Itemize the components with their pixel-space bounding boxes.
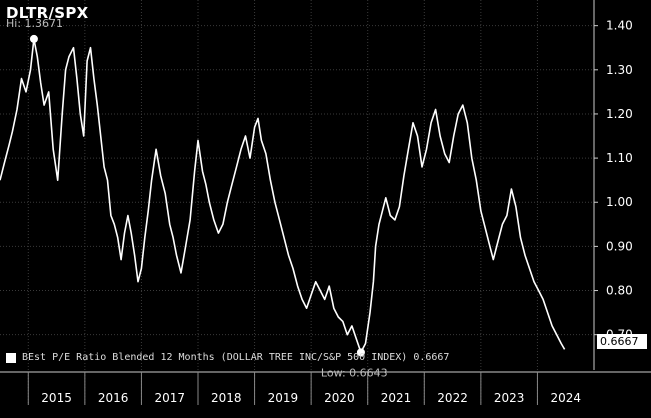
low-marker bbox=[356, 348, 365, 357]
hi-label: Hi: 1.3671 bbox=[6, 17, 63, 30]
x-tick-label: 2019 bbox=[268, 391, 299, 405]
y-tick-label: 0.80 bbox=[606, 284, 633, 298]
axis-layer: 1.401.301.201.101.000.900.800.7020152016… bbox=[0, 0, 651, 405]
y-tick-label: 1.00 bbox=[606, 195, 633, 209]
x-tick-label: 2020 bbox=[324, 391, 355, 405]
legend-label: BEst P/E Ratio Blended 12 Months (DOLLAR… bbox=[22, 352, 450, 363]
x-tick-label: 2023 bbox=[494, 391, 525, 405]
legend-swatch bbox=[6, 352, 16, 363]
y-tick-label: 1.40 bbox=[606, 19, 633, 33]
x-tick-label: 2024 bbox=[550, 391, 581, 405]
marker-layer: Hi: 1.3671 Low: 0.6643 bbox=[6, 17, 388, 379]
hi-marker bbox=[29, 34, 38, 43]
x-tick-label: 2015 bbox=[41, 391, 72, 405]
x-tick-label: 2017 bbox=[154, 391, 185, 405]
last-value-tag: 0.6667 bbox=[597, 334, 647, 349]
low-label: Low: 0.6643 bbox=[321, 366, 388, 379]
legend: BEst P/E Ratio Blended 12 Months (DOLLAR… bbox=[6, 352, 449, 363]
x-tick-label: 2021 bbox=[381, 391, 412, 405]
series-line bbox=[0, 38, 566, 354]
x-tick-label: 2018 bbox=[211, 391, 242, 405]
y-tick-label: 1.20 bbox=[606, 107, 633, 121]
series-layer bbox=[0, 38, 566, 354]
x-tick-label: 2016 bbox=[98, 391, 129, 405]
y-tick-label: 1.10 bbox=[606, 151, 633, 165]
y-tick-label: 0.90 bbox=[606, 239, 633, 253]
chart-title: DLTR/SPX bbox=[6, 4, 89, 22]
y-tick-label: 1.30 bbox=[606, 63, 633, 77]
x-tick-label: 2022 bbox=[437, 391, 468, 405]
